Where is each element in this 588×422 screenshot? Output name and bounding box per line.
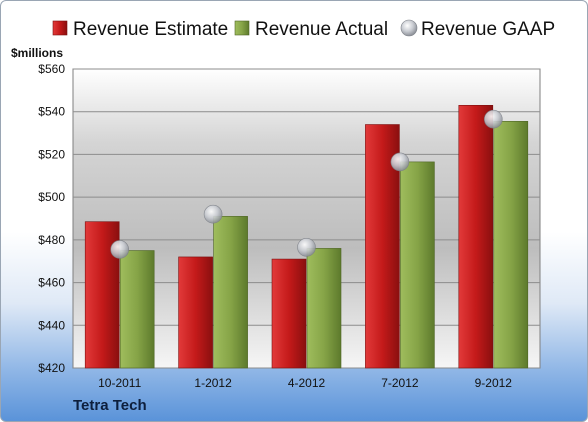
marker-revenue-gaap-4-2012 [297,238,316,257]
x-tick-label: 4-2012 [288,376,326,390]
x-tick-label: 1-2012 [194,376,232,390]
y-tick-label: $460 [38,276,65,290]
bar-revenue-estimate-9-2012 [458,105,494,369]
bar-revenue-actual-4-2012 [306,248,342,369]
y-tick-label: $440 [38,318,65,332]
bar-series [84,105,529,369]
legend-label-revenue-gaap: Revenue GAAP [421,19,555,40]
bar-revenue-actual-9-2012 [493,121,529,369]
legend-swatch-revenue-gaap [400,19,418,37]
legend-swatch-revenue-actual [234,20,250,36]
legend: Revenue Estimate Revenue Actual Revenue GA… [52,19,555,40]
marker-revenue-gaap-9-2012 [483,109,503,129]
x-tick-label: 10-2011 [98,376,141,390]
bar-revenue-actual-10-2011 [119,250,155,369]
legend-label-revenue-estimate: Revenue Estimate [73,19,228,40]
y-tick-label: $540 [38,105,65,119]
x-tick-label: 9-2012 [475,376,513,390]
company-name: Tetra Tech [73,397,147,414]
marker-revenue-gaap-10-2011 [110,240,129,259]
legend-swatch-revenue-estimate [52,20,68,36]
y-tick-label: $420 [38,361,65,375]
marker-revenue-gaap-1-2012 [203,204,223,224]
marker-revenue-gaap-7-2012 [390,152,410,172]
y-tick-label: $500 [38,190,65,204]
y-tick-label: $520 [38,147,65,161]
y-unit-label: $millions [11,46,63,60]
bar-revenue-estimate-4-2012 [271,258,307,369]
x-tick-label: 7-2012 [381,376,419,390]
y-axis-ticks: $420 $440 $460 $480 $500 $520 $540 $560 [38,62,65,375]
gaap-markers [110,109,503,259]
x-axis-ticks: 10-2011 1-2012 4-2012 7-2012 9-2012 [98,376,512,390]
bar-revenue-estimate-1-2012 [178,256,213,369]
bar-revenue-actual-7-2012 [400,161,435,369]
bar-revenue-actual-1-2012 [213,216,248,369]
y-tick-label: $560 [38,62,65,76]
legend-label-revenue-actual: Revenue Actual [255,19,388,40]
y-tick-label: $480 [38,233,65,247]
